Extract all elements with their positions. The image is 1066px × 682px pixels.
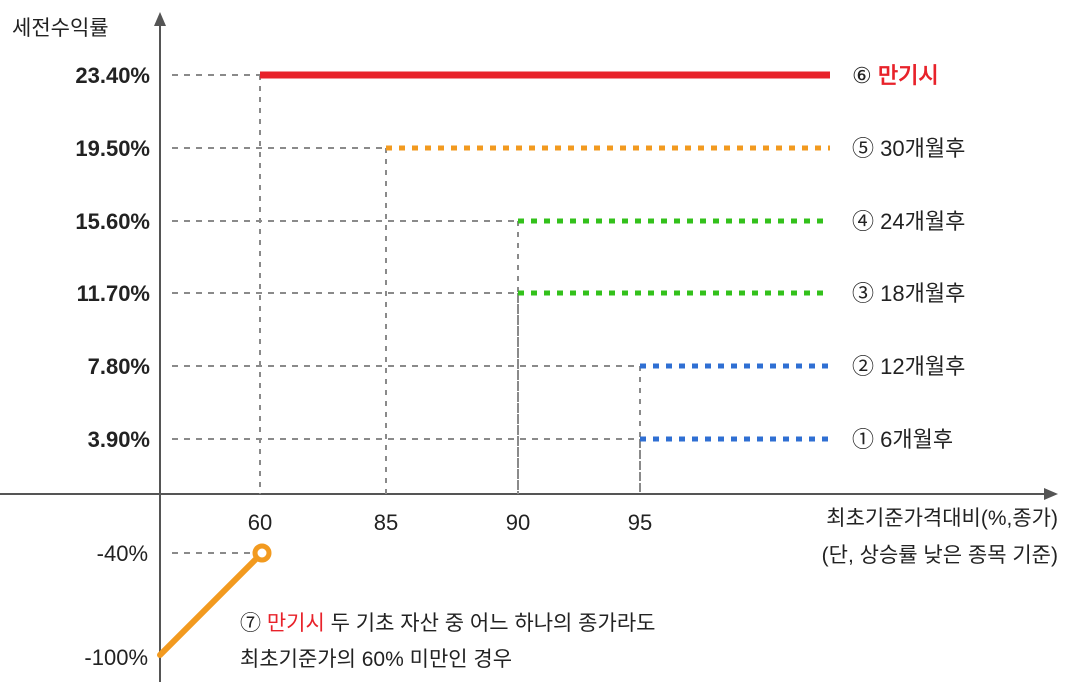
- series-labels: ⑥ 만기시 ⑤ 30개월후 ④ 24개월후 ③ 18개월후 ② 12개월후 ① 6개월후: [852, 63, 965, 452]
- y-tick-neg100: -100%: [84, 645, 148, 670]
- series-marker: ③: [852, 281, 880, 306]
- loss-line: [157, 550, 265, 658]
- y-tick-label: 19.50%: [75, 136, 150, 161]
- series-name: 6개월후: [880, 427, 953, 452]
- y-tick-label: 23.40%: [75, 63, 150, 88]
- loss-point: [252, 543, 272, 563]
- series-marker: ④: [852, 209, 880, 234]
- x-tick-label: 95: [628, 510, 652, 535]
- y-tick-label: 7.80%: [88, 354, 150, 379]
- x-axis-arrow: [1044, 488, 1058, 500]
- annotation-highlight: 만기시: [267, 612, 325, 635]
- series-label: ③ 18개월후: [852, 281, 965, 306]
- y-axis-label: 세전수익률: [12, 17, 109, 40]
- x-axis-label: 최초기준가격대비(%,종가): [826, 507, 1058, 530]
- y-tick-label: 15.60%: [75, 209, 150, 234]
- series-marker: ⑤: [852, 136, 880, 161]
- series-marker: ②: [852, 354, 880, 379]
- annotation-line2: 최초기준가의 60% 미만인 경우: [240, 648, 512, 671]
- x-tick-label: 90: [506, 510, 530, 535]
- series-label: ② 12개월후: [852, 354, 965, 379]
- annotation-marker: ⑦: [240, 612, 261, 635]
- series-name: 만기시: [878, 63, 939, 88]
- annotation-text1: 두 기초 자산 중 어느 하나의 종가라도: [325, 612, 656, 635]
- series-label: ① 6개월후: [852, 427, 953, 452]
- y-tick-label: 11.70%: [77, 281, 150, 306]
- guide-lines: [172, 74, 641, 494]
- x-tick-label: 85: [374, 510, 398, 535]
- series-label: ⑤ 30개월후: [852, 136, 965, 161]
- series-name: 24개월후: [880, 209, 965, 234]
- x-tick-label: 60: [248, 510, 272, 535]
- y-axis-arrow: [154, 12, 166, 26]
- annotation-line1: ⑦ 만기시 두 기초 자산 중 어느 하나의 종가라도: [240, 612, 655, 635]
- series-label: ⑥ 만기시: [852, 63, 939, 88]
- series-marker: ⑥: [852, 63, 878, 88]
- series-name: 12개월후: [880, 354, 965, 379]
- series-label: ④ 24개월후: [852, 209, 965, 234]
- y-tick-label: 3.90%: [88, 427, 150, 452]
- series-name: 30개월후: [880, 136, 965, 161]
- y-tick-labels: 23.40% 19.50% 15.60% 11.70% 7.80% 3.90%: [75, 63, 150, 452]
- y-tick-neg40: -40%: [97, 541, 148, 566]
- series-lines: [260, 71, 830, 442]
- series-marker: ①: [852, 427, 880, 452]
- x-tick-labels: 60 85 90 95: [248, 510, 652, 535]
- series-name: 18개월후: [880, 281, 965, 306]
- x-axis-note: (단, 상승률 낮은 종목 기준): [822, 544, 1058, 567]
